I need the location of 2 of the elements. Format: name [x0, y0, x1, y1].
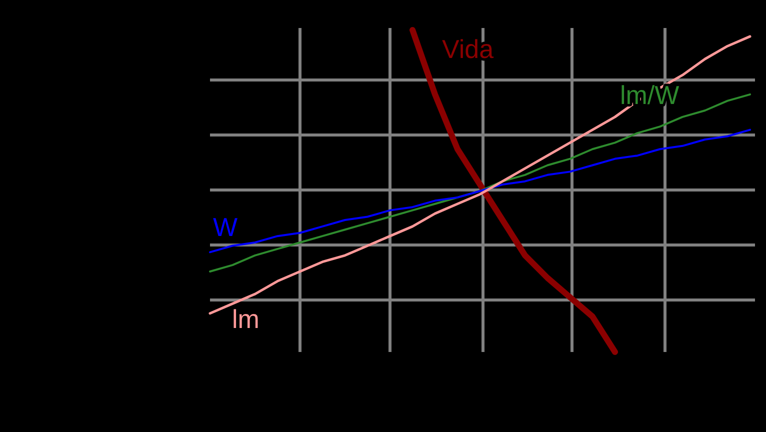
series-label: lm: [232, 304, 260, 334]
series-label: W: [213, 212, 238, 242]
